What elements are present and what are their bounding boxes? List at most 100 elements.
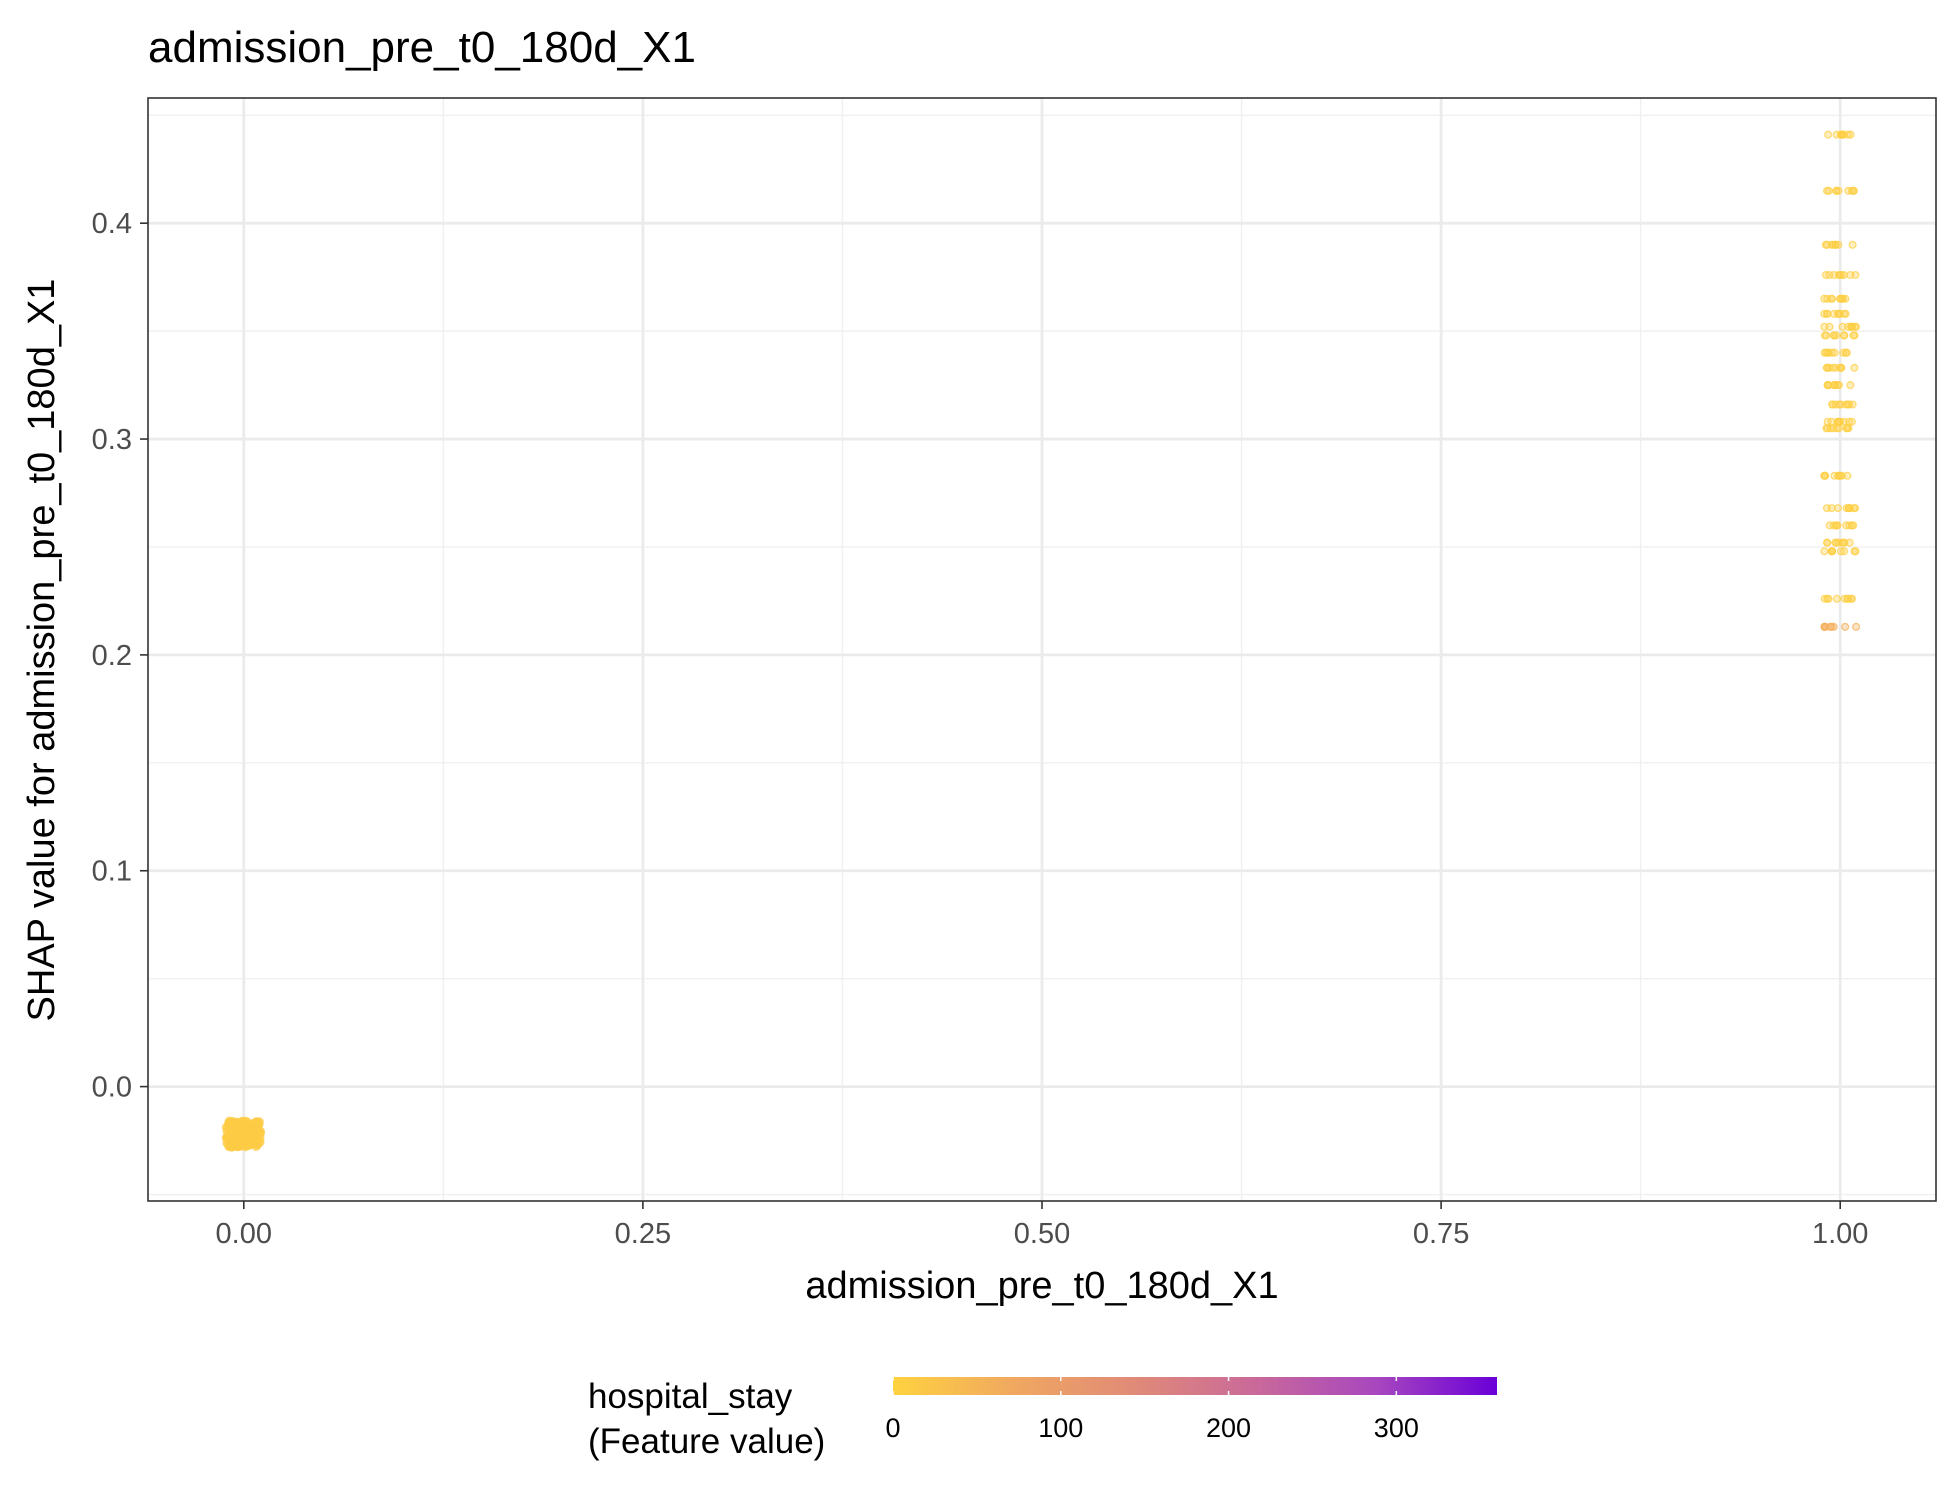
x-tick-label: 0.75 bbox=[1413, 1218, 1469, 1250]
data-point bbox=[1821, 240, 1830, 249]
data-point bbox=[1832, 521, 1841, 530]
data-point bbox=[1844, 424, 1853, 433]
color-legend: hospital_stay (Feature value) 0 100 200 300 bbox=[588, 1377, 1497, 1461]
data-point bbox=[1845, 521, 1854, 530]
data-point bbox=[1822, 348, 1831, 357]
data-point bbox=[1827, 622, 1836, 631]
data-point bbox=[233, 1133, 243, 1144]
legend-tick-label: 200 bbox=[1206, 1413, 1251, 1443]
data-point bbox=[255, 1126, 265, 1137]
data-point bbox=[1832, 331, 1841, 340]
y-tick-label: 0.1 bbox=[92, 856, 132, 888]
data-point bbox=[1823, 381, 1832, 390]
y-tick-label: 0.3 bbox=[92, 424, 132, 456]
data-point bbox=[1830, 270, 1839, 280]
data-point bbox=[1835, 270, 1844, 280]
data-point bbox=[1823, 538, 1832, 547]
legend-tick-label: 0 bbox=[885, 1413, 900, 1443]
data-point bbox=[1820, 294, 1829, 303]
y-axis-title: SHAP value for admission_pre_t0_180d_X1 bbox=[21, 279, 63, 1022]
data-point bbox=[1839, 130, 1848, 139]
data-point bbox=[1823, 309, 1832, 318]
data-point bbox=[1849, 504, 1859, 513]
data-point bbox=[1844, 322, 1853, 331]
data-point bbox=[1820, 547, 1829, 556]
data-point bbox=[1827, 504, 1836, 513]
data-point bbox=[1837, 471, 1846, 480]
data-point bbox=[1837, 363, 1846, 372]
x-tick-label: 0.25 bbox=[615, 1218, 671, 1250]
data-point bbox=[1838, 322, 1847, 331]
y-axis-ticks: 0.0 0.1 0.2 0.3 0.4 bbox=[92, 208, 148, 1104]
data-point bbox=[1824, 363, 1833, 372]
data-point bbox=[1832, 594, 1841, 603]
data-point bbox=[1834, 309, 1843, 318]
data-point bbox=[1820, 594, 1829, 603]
y-tick-label: 0.2 bbox=[92, 640, 132, 672]
x-tick-label: 0.50 bbox=[1014, 1218, 1070, 1250]
x-axis-title: admission_pre_t0_180d_X1 bbox=[805, 1265, 1278, 1307]
plot-panel bbox=[147, 97, 1937, 1202]
data-point bbox=[1832, 538, 1841, 547]
data-point bbox=[1850, 363, 1859, 372]
data-point bbox=[1847, 521, 1856, 530]
data-point bbox=[1824, 186, 1833, 195]
data-point bbox=[1835, 400, 1844, 409]
data-point bbox=[1829, 424, 1838, 433]
grid-major bbox=[148, 98, 1936, 1201]
data-point bbox=[1827, 417, 1836, 426]
data-point bbox=[1835, 294, 1844, 303]
x-tick-label: 0.00 bbox=[216, 1218, 272, 1250]
legend-title-line1: hospital_stay bbox=[588, 1377, 793, 1416]
data-point bbox=[1840, 547, 1849, 556]
data-point bbox=[1846, 381, 1855, 390]
data-point bbox=[1828, 400, 1837, 409]
data-point bbox=[1840, 331, 1849, 340]
data-point bbox=[1850, 331, 1859, 340]
legend-title-line2: (Feature value) bbox=[588, 1422, 825, 1461]
data-point bbox=[1827, 547, 1836, 556]
chart-title: admission_pre_t0_180d_X1 bbox=[148, 23, 696, 72]
legend-tick-label: 300 bbox=[1374, 1413, 1419, 1443]
legend-colorbar bbox=[893, 1377, 1497, 1395]
x-tick-label: 1.00 bbox=[1812, 1218, 1868, 1250]
data-point bbox=[1829, 331, 1838, 340]
data-point bbox=[1820, 471, 1829, 480]
legend-tick-label: 100 bbox=[1038, 1413, 1083, 1443]
data-point bbox=[1822, 331, 1831, 340]
x-axis-ticks: 0.00 0.25 0.50 0.75 1.00 bbox=[216, 1201, 1868, 1250]
data-point bbox=[251, 1141, 261, 1152]
data-point bbox=[226, 1123, 236, 1134]
data-point bbox=[1830, 348, 1839, 357]
data-point bbox=[1845, 417, 1854, 426]
data-point bbox=[1847, 417, 1856, 426]
data-point bbox=[242, 1117, 252, 1127]
data-point bbox=[1825, 521, 1834, 530]
data-point bbox=[1850, 547, 1859, 556]
data-point bbox=[1840, 538, 1849, 547]
data-point bbox=[1832, 186, 1841, 195]
data-point bbox=[1841, 622, 1850, 631]
data-point bbox=[1852, 622, 1861, 631]
data-point bbox=[1820, 622, 1830, 631]
data-point bbox=[1841, 294, 1850, 303]
data-point bbox=[1841, 309, 1850, 318]
data-point bbox=[1834, 381, 1843, 390]
data-point bbox=[1824, 130, 1833, 139]
data-point bbox=[1847, 594, 1857, 603]
y-tick-label: 0.0 bbox=[92, 1072, 132, 1104]
data-point bbox=[1831, 240, 1840, 249]
data-point bbox=[1842, 348, 1851, 357]
data-point bbox=[1847, 186, 1856, 195]
data-points bbox=[221, 130, 1861, 1152]
data-point bbox=[1834, 186, 1843, 195]
data-point bbox=[1848, 240, 1857, 249]
data-point bbox=[1820, 322, 1829, 331]
legend-ticks: 0 100 200 300 bbox=[885, 1377, 1419, 1443]
data-point bbox=[1837, 130, 1846, 139]
data-point bbox=[1831, 363, 1840, 372]
data-point bbox=[1845, 400, 1854, 409]
data-point bbox=[1822, 424, 1831, 433]
y-tick-label: 0.4 bbox=[92, 208, 132, 240]
